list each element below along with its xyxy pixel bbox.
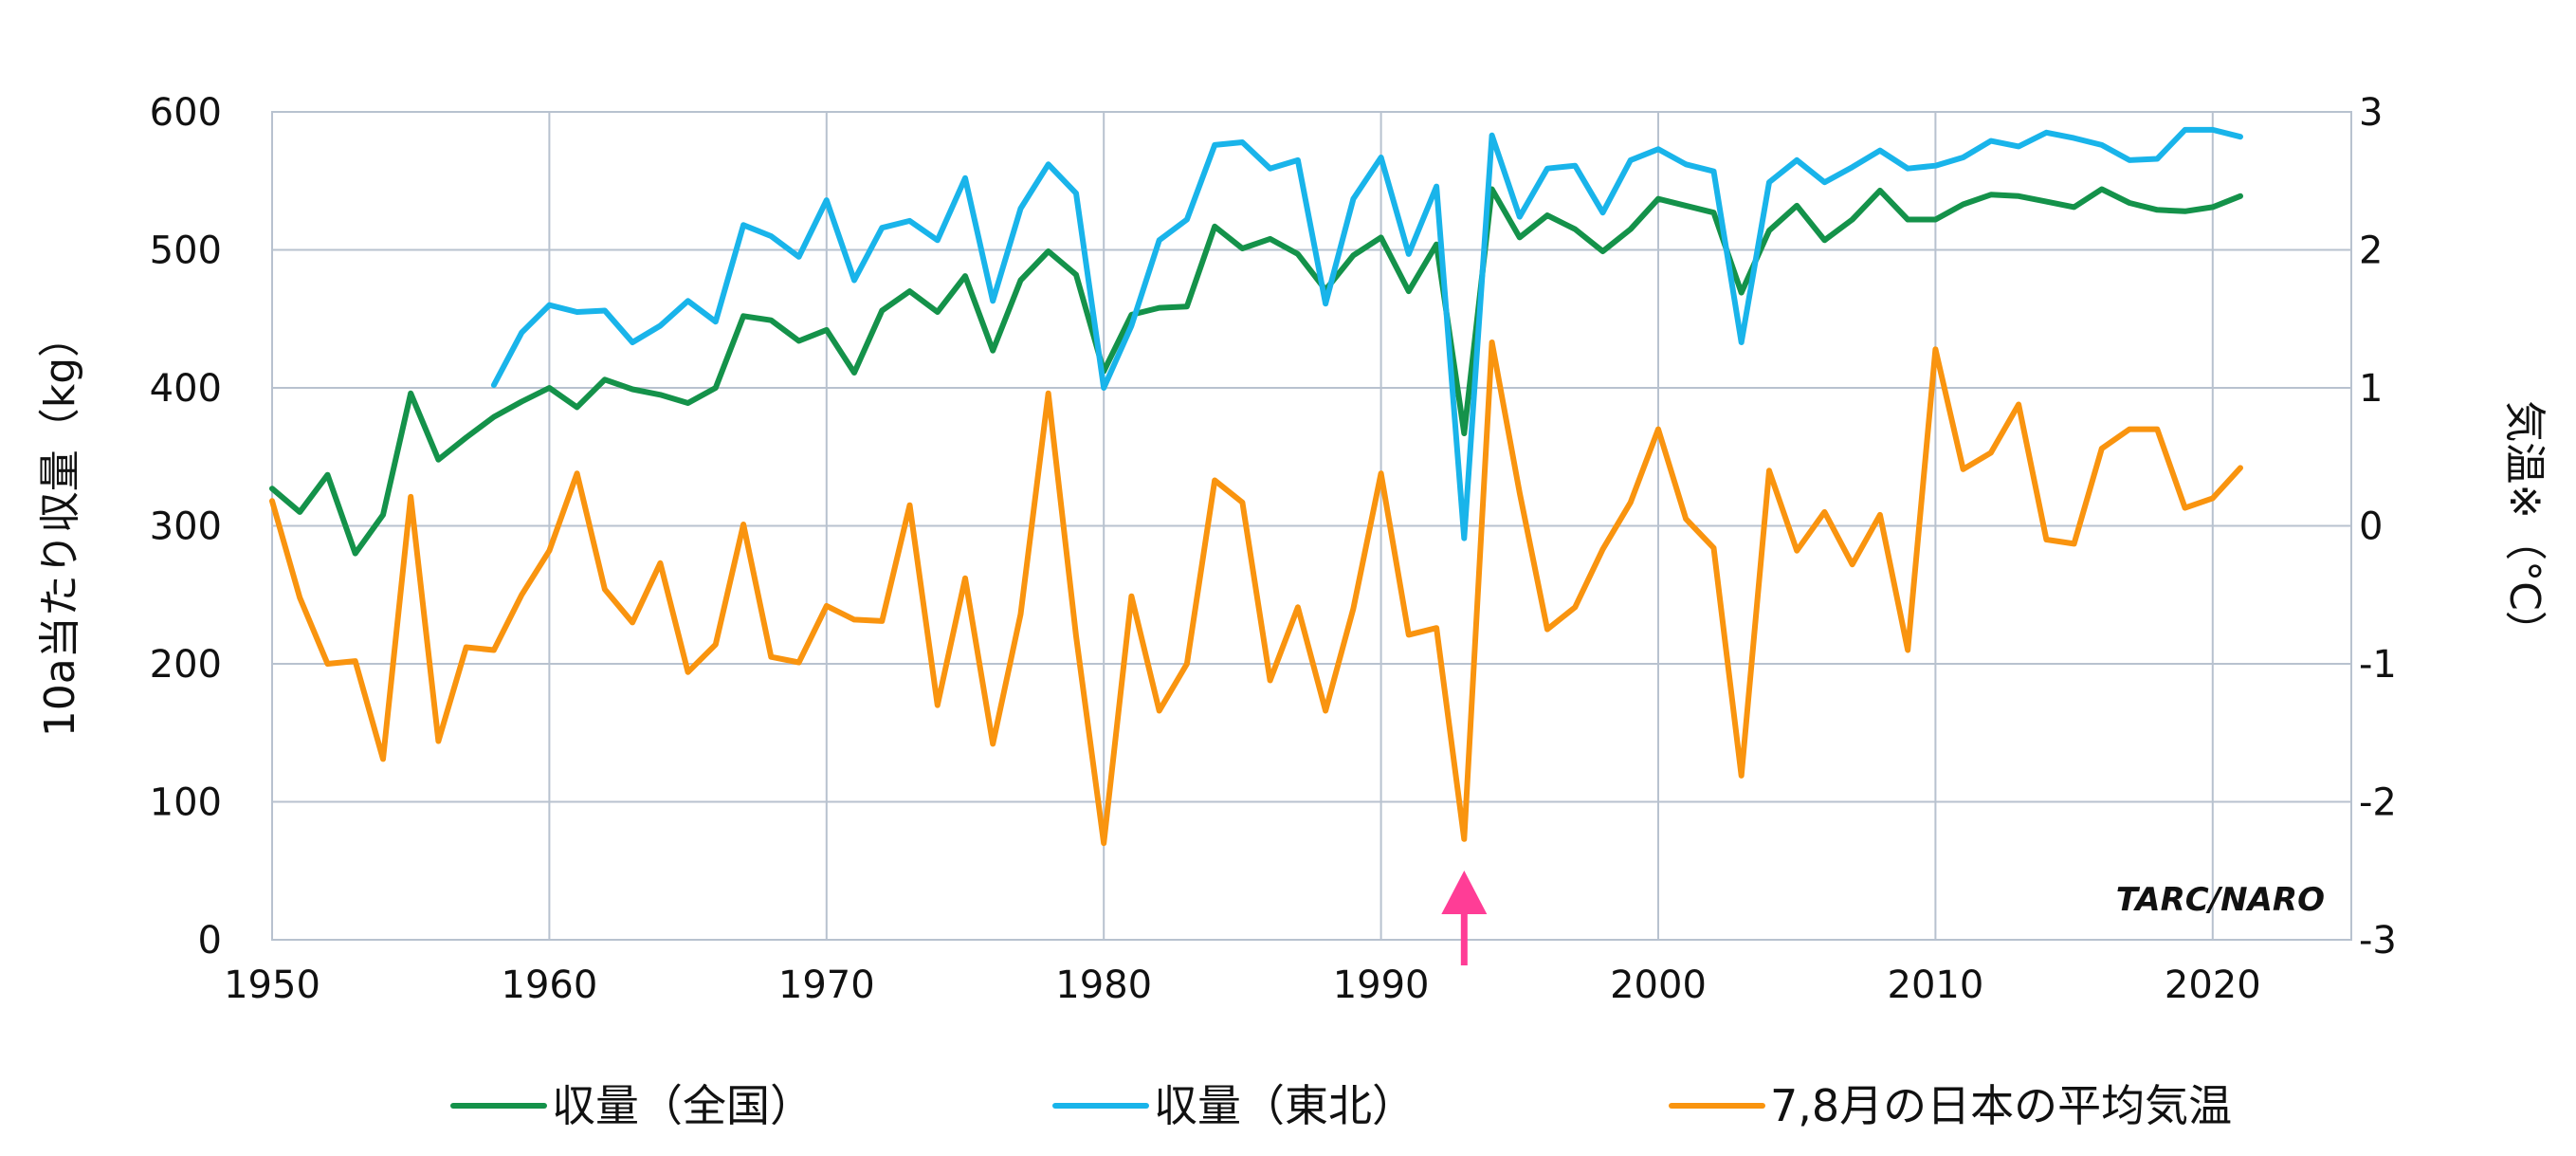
x-tick-label: 1970 <box>778 963 875 1007</box>
y-right-tick-label: -1 <box>2359 643 2397 687</box>
y-axis-right-ticks: -3 -2 -1 0 1 2 3 <box>2359 91 2397 963</box>
y-right-tick-label: -2 <box>2359 781 2397 825</box>
x-axis-ticks: 1950 1960 1970 1980 1990 2000 2010 2020 <box>224 963 2261 1007</box>
series-line-2 <box>269 339 2243 847</box>
y-right-tick-label: -3 <box>2359 919 2397 963</box>
arrow-head-icon <box>1441 871 1488 914</box>
y-left-tick-label: 400 <box>150 367 222 411</box>
y-left-tick-label: 100 <box>150 781 222 825</box>
y-left-tick-label: 600 <box>150 91 222 135</box>
grid <box>271 111 2351 941</box>
legend-label-1: 収量（東北） <box>1154 1080 1416 1131</box>
y-left-tick-label: 200 <box>150 643 222 687</box>
x-tick-label: 1980 <box>1055 963 1152 1007</box>
y-axis-right-title: 気温※（°C） <box>2500 400 2549 652</box>
series-line-1 <box>490 126 2243 541</box>
y-right-tick-label: 3 <box>2359 91 2383 135</box>
x-tick-label: 1960 <box>502 963 598 1007</box>
y-left-tick-label: 300 <box>150 505 222 549</box>
watermark-text: TARC/NARO <box>2116 881 2325 919</box>
legend-label-2: 7,8月の日本の平均気温 <box>1770 1080 2232 1131</box>
x-tick-label: 2020 <box>2165 963 2261 1007</box>
series-layer <box>269 126 2243 847</box>
y-right-tick-label: 2 <box>2359 229 2383 273</box>
y-left-tick-label: 0 <box>198 919 222 963</box>
y-right-tick-label: 1 <box>2359 367 2383 411</box>
y-axis-left-ticks: 0 100 200 300 400 500 600 <box>150 91 222 963</box>
y-left-tick-label: 500 <box>150 229 222 273</box>
y-axis-left-title: 10a当たり収量（kg） <box>36 316 84 737</box>
x-tick-label: 2010 <box>1888 963 1984 1007</box>
x-tick-label: 1950 <box>224 963 320 1007</box>
x-tick-label: 1990 <box>1333 963 1430 1007</box>
plot-area-border <box>271 111 2352 941</box>
annotation-layer <box>1441 871 1488 965</box>
series-line-0 <box>269 186 2243 557</box>
x-tick-label: 2000 <box>1610 963 1707 1007</box>
y-right-tick-label: 0 <box>2359 505 2383 549</box>
legend: 収量（全国） 収量（東北） 7,8月の日本の平均気温 <box>450 1080 2232 1131</box>
legend-label-0: 収量（全国） <box>552 1080 813 1131</box>
